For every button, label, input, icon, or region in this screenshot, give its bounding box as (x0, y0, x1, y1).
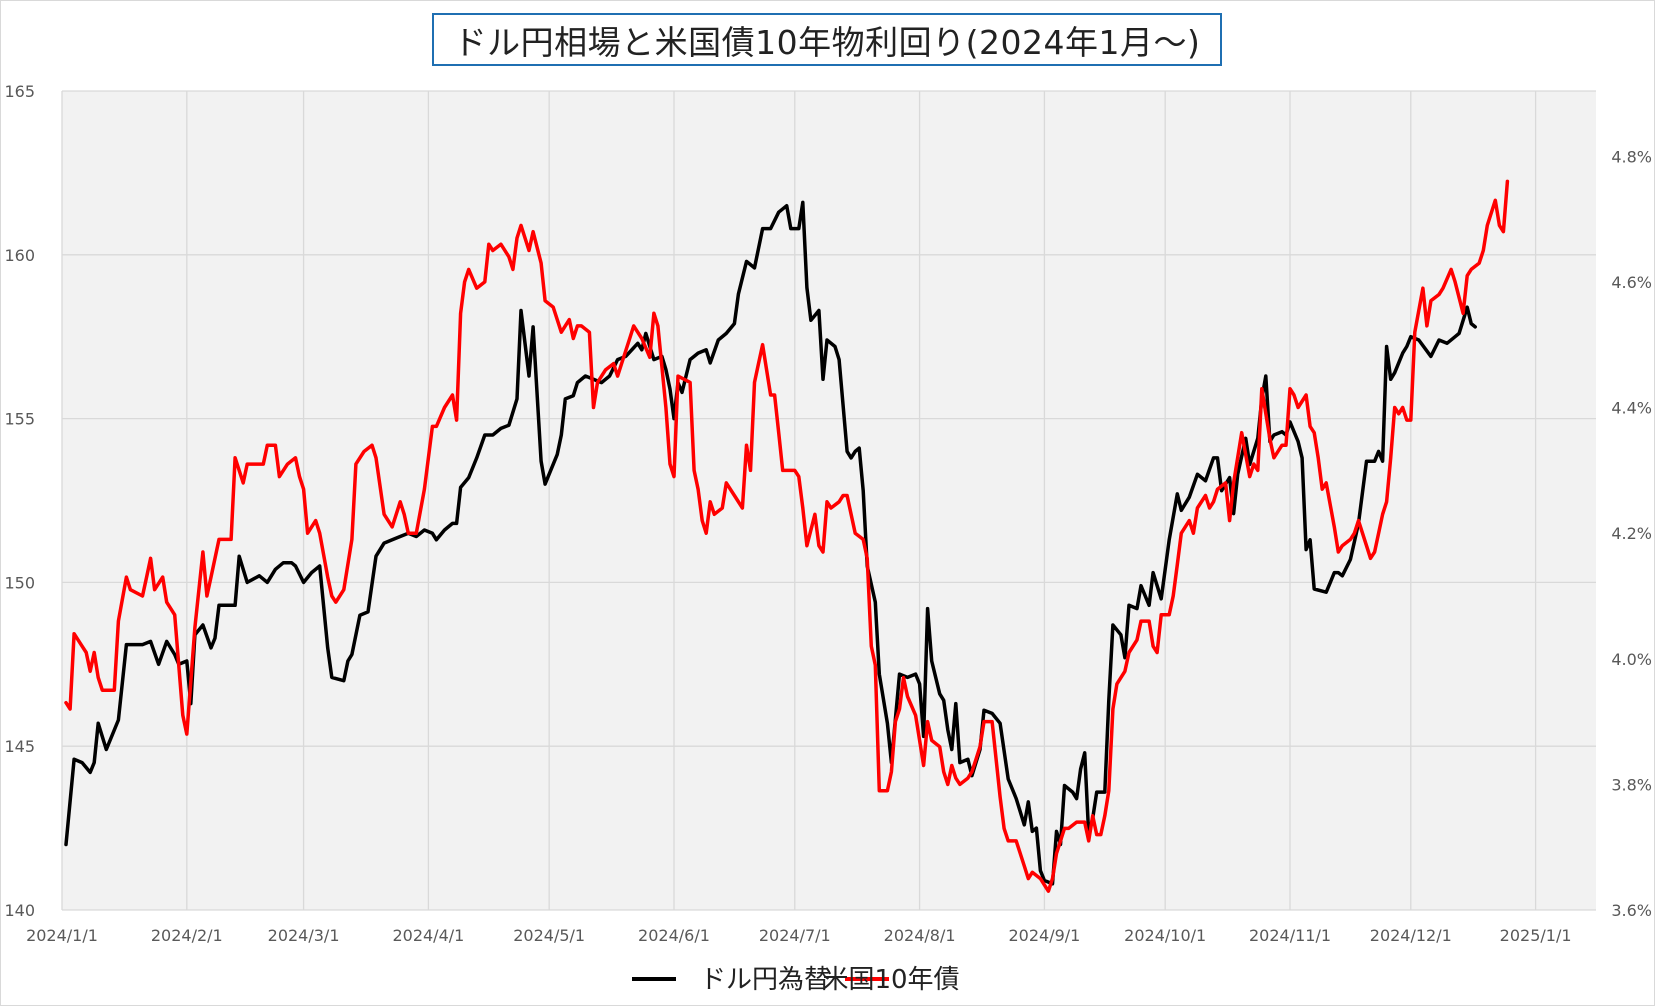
legend-label-0[interactable]: ドル円為替 (700, 965, 830, 995)
left-tick-label: 140 (4, 901, 35, 920)
right-tick-label: 4.4% (1611, 399, 1652, 418)
series-lines (64, 179, 1510, 893)
x-tick-label: 2024/3/1 (268, 926, 340, 945)
series-line-1 (64, 179, 1510, 893)
chart-title-box: ドル円相場と米国債10年物利回り(2024年1月～) (432, 13, 1222, 66)
x-tick-label: 2024/8/1 (884, 926, 956, 945)
right-tick-label: 3.6% (1611, 901, 1652, 920)
plot-area (62, 91, 1596, 910)
right-tick-label: 4.0% (1611, 650, 1652, 669)
chart-title: ドル円相場と米国債10年物利回り(2024年1月～) (453, 22, 1201, 62)
right-tick-label: 4.2% (1611, 524, 1652, 543)
x-tick-label: 2024/5/1 (513, 926, 585, 945)
x-tick-label: 2024/9/1 (1008, 926, 1080, 945)
x-tick-label: 2024/12/1 (1370, 926, 1452, 945)
x-tick-label: 2025/1/1 (1500, 926, 1572, 945)
gridlines (61, 90, 1596, 911)
legend-label-1[interactable]: 米国10年債 (822, 965, 959, 995)
x-axis-ticks: 2024/1/1 2024/2/1 2024/3/1 2024/4/1 2024/5/1… (26, 926, 1571, 945)
right-axis-ticks: 3.6% 3.8% 4.0% 4.2% 4.4% 4.6% 4.8% (1611, 147, 1652, 920)
left-tick-label: 155 (4, 410, 35, 429)
x-tick-label: 2024/10/1 (1124, 926, 1206, 945)
x-tick-label: 2024/2/1 (151, 926, 223, 945)
right-tick-label: 4.8% (1611, 147, 1652, 166)
right-tick-label: 3.8% (1611, 775, 1652, 794)
left-tick-label: 165 (4, 82, 35, 101)
left-tick-label: 150 (4, 573, 35, 592)
left-tick-label: 160 (4, 246, 35, 265)
x-tick-label: 2024/7/1 (759, 926, 831, 945)
right-tick-label: 4.6% (1611, 273, 1652, 292)
x-tick-label: 2024/1/1 (26, 926, 98, 945)
x-tick-label: 2024/6/1 (638, 926, 710, 945)
left-axis-ticks: 140 145 150 155 160 165 (4, 82, 35, 920)
x-tick-label: 2024/11/1 (1249, 926, 1331, 945)
x-tick-label: 2024/4/1 (392, 926, 464, 945)
left-tick-label: 145 (4, 737, 35, 756)
